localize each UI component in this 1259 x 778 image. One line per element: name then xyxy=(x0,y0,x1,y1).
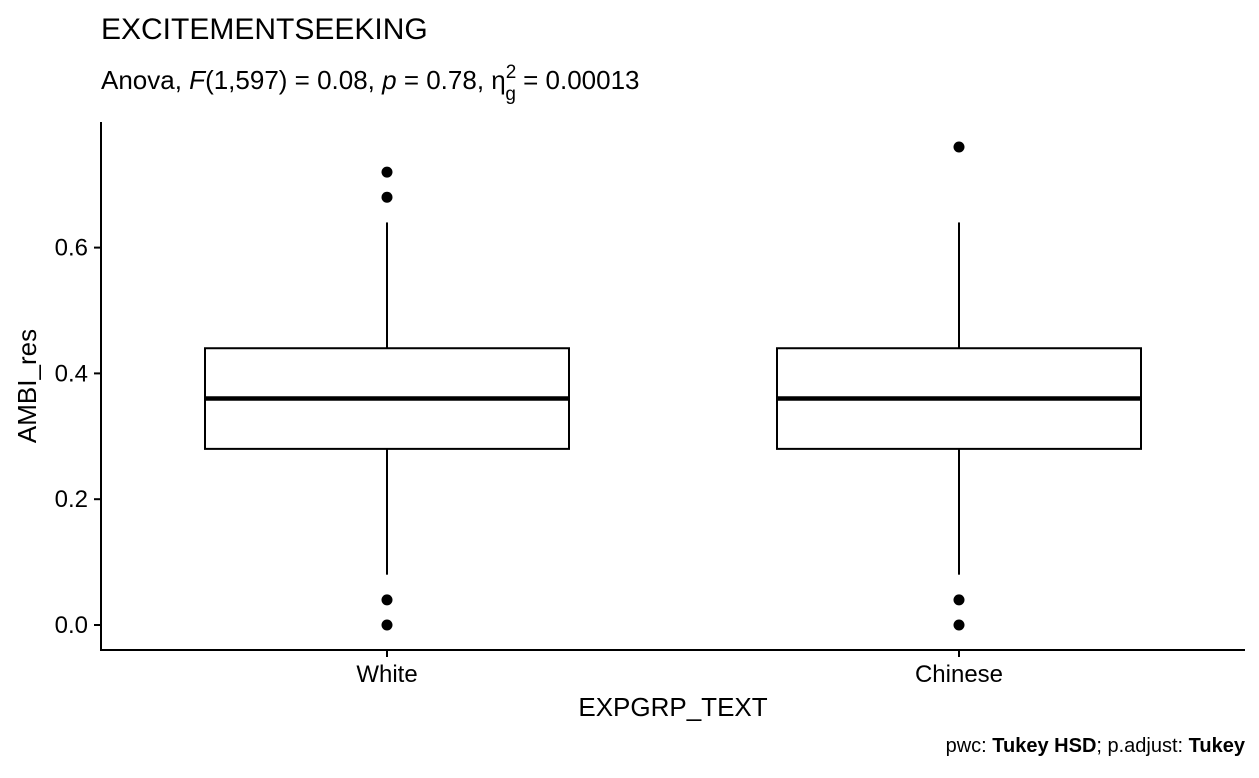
box-chinese xyxy=(776,141,1142,631)
y-axis-title: AMBI_res xyxy=(12,329,42,443)
subtitle-p-value: = 0.78, xyxy=(397,65,492,95)
chart-subtitle: Anova, F(1,597) = 0.08, p = 0.78, η2 g = … xyxy=(101,62,640,105)
y-tick-label: 0.6 xyxy=(55,235,88,262)
boxplot-series xyxy=(204,141,1142,631)
y-tick-label: 0.2 xyxy=(55,486,88,513)
y-tick-label: 0.4 xyxy=(55,360,88,387)
subtitle-f-symbol: F xyxy=(189,65,207,95)
x-tick-label: Chinese xyxy=(915,661,1003,688)
subtitle-eta-sub: g xyxy=(505,84,516,105)
outlier-point xyxy=(381,594,393,606)
chart-caption: pwc: Tukey HSD; p.adjust: Tukey xyxy=(946,735,1246,757)
x-tick-label: White xyxy=(356,661,417,688)
caption-adjust-value: Tukey xyxy=(1189,735,1246,757)
subtitle-eta-symbol: η xyxy=(491,65,505,95)
subtitle-df: (1,597) = 0.08, xyxy=(205,65,382,95)
x-axis-title: EXPGRP_TEXT xyxy=(578,692,767,722)
chart-title: EXCITEMENTSEEKING xyxy=(101,13,428,46)
outlier-point xyxy=(953,594,965,606)
y-tick-label: 0.0 xyxy=(55,612,88,639)
outlier-point xyxy=(953,141,965,153)
y-axis-ticks: 0.0 0.2 0.4 0.6 xyxy=(55,235,101,639)
caption-pwc-label: pwc: xyxy=(946,735,993,757)
caption-adjust-label: ; p.adjust: xyxy=(1096,735,1188,757)
box-white xyxy=(204,166,570,631)
x-axis-ticks: White Chinese xyxy=(356,650,1003,688)
outlier-point xyxy=(381,191,393,203)
caption-pwc-value: Tukey HSD xyxy=(992,735,1096,757)
outlier-point xyxy=(953,619,965,631)
outlier-point xyxy=(381,166,393,178)
subtitle-eta-sup: 2 xyxy=(506,62,517,83)
subtitle-p-symbol: p xyxy=(381,65,396,95)
subtitle-eta-value: = 0.00013 xyxy=(516,65,640,95)
subtitle-prefix: Anova, xyxy=(101,65,189,95)
outlier-point xyxy=(381,619,393,631)
